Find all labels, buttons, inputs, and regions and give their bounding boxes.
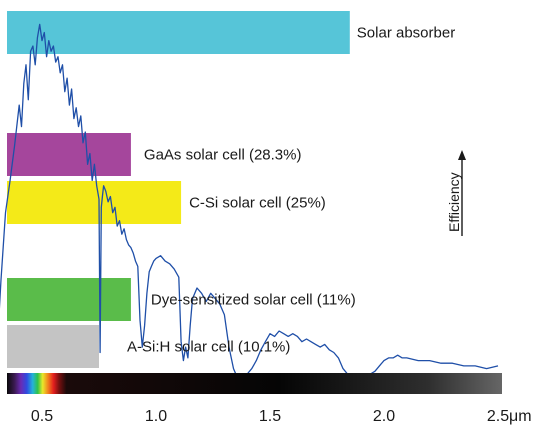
efficiency-bar-label: A-Si:H solar cell (10.1%) — [127, 339, 290, 356]
efficiency-annotation: Efficiency — [446, 150, 466, 236]
x-axis-ticks: 0.5 1.0 1.5 2.0 2.5 — [31, 408, 509, 425]
x-axis-unit-label: μm — [509, 408, 532, 425]
efficiency-bar-label: GaAs solar cell (28.3%) — [144, 147, 302, 164]
efficiency-arrow-head-icon — [458, 150, 466, 160]
efficiency-bar-label: Solar absorber — [357, 25, 455, 42]
x-tick-label: 2.0 — [373, 408, 395, 425]
efficiency-axis-label: Efficiency — [446, 172, 462, 232]
efficiency-bar — [7, 181, 182, 224]
x-tick-label: 1.0 — [145, 408, 167, 425]
efficiency-bar — [7, 133, 131, 176]
x-tick-label: 2.5 — [487, 408, 509, 425]
x-tick-label: 1.5 — [259, 408, 281, 425]
wavelength-color-band — [7, 373, 502, 394]
efficiency-bar — [7, 325, 99, 368]
efficiency-bar — [7, 278, 131, 321]
efficiency-bar-label: C-Si solar cell (25%) — [189, 195, 326, 212]
spectrum-line — [0, 23, 499, 375]
solar-spectrum-series — [0, 23, 499, 375]
efficiency-bars — [7, 11, 350, 368]
efficiency-bar — [7, 11, 350, 54]
efficiency-bar-label: Dye-sensitized solar cell (11%) — [151, 292, 356, 309]
bar-labels: Solar absorber GaAs solar cell (28.3%) C-S… — [127, 25, 455, 356]
x-tick-label: 0.5 — [31, 408, 53, 425]
